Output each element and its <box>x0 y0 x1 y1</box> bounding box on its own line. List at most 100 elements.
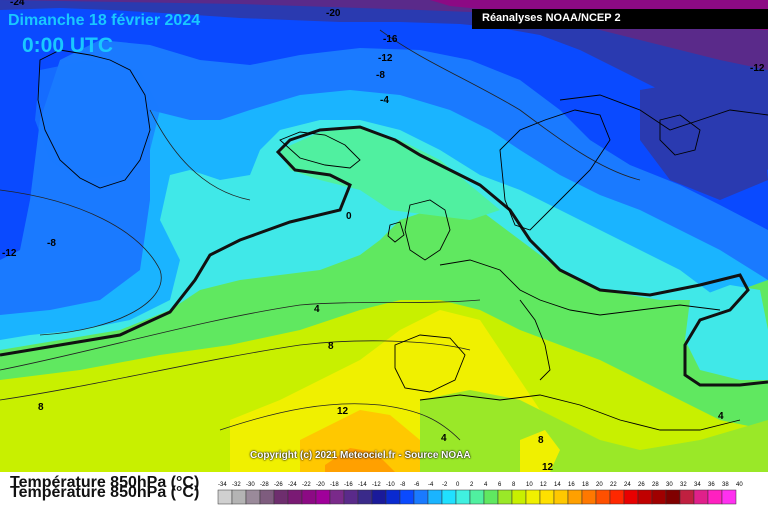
contour-label: -16 <box>383 34 398 45</box>
scale-tick-label: 18 <box>582 482 589 488</box>
scale-tick-label: 34 <box>694 482 701 488</box>
source-label: Réanalyses NOAA/NCEP 2 <box>482 12 621 24</box>
contour-minus8 <box>0 109 251 336</box>
scale-tick-label: -14 <box>358 482 367 488</box>
scale-tick-label: -10 <box>386 482 395 488</box>
contour-12 <box>219 403 461 441</box>
scale-tick-label: 0 <box>456 482 460 488</box>
scale-swatch <box>637 489 653 505</box>
contour-4 <box>0 299 481 371</box>
scale-tick-label: 24 <box>624 482 631 488</box>
scale-tick-label: 16 <box>568 482 575 488</box>
contour-label: -20 <box>326 8 341 19</box>
britain-coast <box>404 199 451 261</box>
scale-swatch <box>273 489 289 505</box>
scale-tick-label: 14 <box>554 482 561 488</box>
scale-tick-label: 8 <box>512 482 516 488</box>
scale-swatch <box>231 489 247 505</box>
scale-swatch <box>329 489 345 505</box>
italy-coast <box>519 299 551 381</box>
contour-label: 4 <box>441 433 447 444</box>
scale-swatch <box>441 489 457 505</box>
zone-16 <box>300 410 440 472</box>
scale-swatch <box>301 489 317 505</box>
scandinavia-coast <box>499 109 611 231</box>
contour-minus16 <box>379 29 641 181</box>
contour-label: -12 <box>2 248 17 259</box>
legend-title: Température 850hPa (°C) <box>10 474 200 491</box>
zone-africa <box>420 390 768 472</box>
scale-tick-label: -30 <box>246 482 255 488</box>
scale-tick-label: -24 <box>288 482 297 488</box>
scale-swatch <box>553 489 569 505</box>
scale-swatch <box>679 489 695 505</box>
zone-sw <box>0 395 80 472</box>
scale-swatch <box>525 489 541 505</box>
scale-swatch <box>469 489 485 505</box>
scale-tick-label: 20 <box>596 482 603 488</box>
map-time: 0:00 UTC <box>22 34 114 57</box>
scale-tick-label: 40 <box>736 482 743 488</box>
scale-swatch <box>707 489 723 505</box>
scale-swatch <box>315 489 331 505</box>
scale-swatch <box>623 489 639 505</box>
contour-8 <box>0 340 471 401</box>
contour-label: -8 <box>47 238 56 249</box>
scale-tick-label: 4 <box>484 482 488 488</box>
iberia-coast <box>394 334 466 393</box>
scale-swatch <box>427 489 443 505</box>
scale-swatch <box>483 489 499 505</box>
zone-18 <box>325 448 395 472</box>
scale-swatch <box>581 489 597 505</box>
scale-swatch <box>217 489 233 505</box>
scale-tick-label: 6 <box>498 482 502 488</box>
scale-swatch <box>413 489 429 505</box>
scale-swatch <box>693 489 709 505</box>
scale-tick-label: -2 <box>442 482 448 488</box>
greenland-cold <box>35 60 160 180</box>
scale-tick-label: -6 <box>414 482 420 488</box>
coastlines <box>37 49 768 431</box>
contour-label: 8 <box>38 402 44 413</box>
scale-tick-label: 32 <box>680 482 687 488</box>
scale-swatch <box>371 489 387 505</box>
contour-labels: -24 -20 -16 -12 -8 -4 -12 -12 -8 0 4 8 8… <box>2 0 765 472</box>
africa-coast <box>419 394 741 431</box>
legend-title-shadow: Température 850hPa (°C) <box>10 484 200 501</box>
scale-swatch <box>455 489 471 505</box>
zone-africa-warm <box>520 430 560 472</box>
contour-label: 12 <box>542 462 554 472</box>
scale-swatch <box>357 489 373 505</box>
scale-tick-label: 30 <box>666 482 673 488</box>
greenland-coast <box>37 49 151 189</box>
zone-east-cyan <box>685 285 768 380</box>
white-sea-coast <box>659 114 701 156</box>
temperature-map: -24 -20 -16 -12 -8 -4 -12 -12 -8 0 4 8 8… <box>0 0 768 472</box>
iceland-coast <box>279 131 361 169</box>
scale-swatch <box>287 489 303 505</box>
contour-label: 0 <box>346 211 352 222</box>
scale-swatch <box>665 489 681 505</box>
contour-label: 4 <box>314 304 320 315</box>
scale-tick-label: 28 <box>652 482 659 488</box>
scale-swatch <box>497 489 513 505</box>
scale-swatch <box>567 489 583 505</box>
scale-swatch <box>511 489 527 505</box>
contour-label: 12 <box>337 406 349 417</box>
scale-tick-label: -32 <box>232 482 241 488</box>
ireland-coast <box>387 221 405 243</box>
scale-tick-label: -4 <box>428 482 434 488</box>
scale-tick-label: -34 <box>218 482 227 488</box>
contour-label: 8 <box>328 341 334 352</box>
scale-tick-label: -18 <box>330 482 339 488</box>
color-scale: -34 -32 -30 -28 -26 -24 -22 -20 -18 -16 -14 -12 -10-… <box>217 482 743 505</box>
scale-tick-label: -22 <box>302 482 311 488</box>
scale-swatch <box>399 489 415 505</box>
russia-cold <box>640 80 768 200</box>
scale-swatch <box>721 489 737 505</box>
scale-tick-label: 26 <box>638 482 645 488</box>
scale-swatch <box>595 489 611 505</box>
scale-swatch <box>385 489 401 505</box>
zone-0-north <box>280 128 500 220</box>
copyright-text: Copyright (c) 2021 Meteociel.fr - Source… <box>250 450 471 461</box>
